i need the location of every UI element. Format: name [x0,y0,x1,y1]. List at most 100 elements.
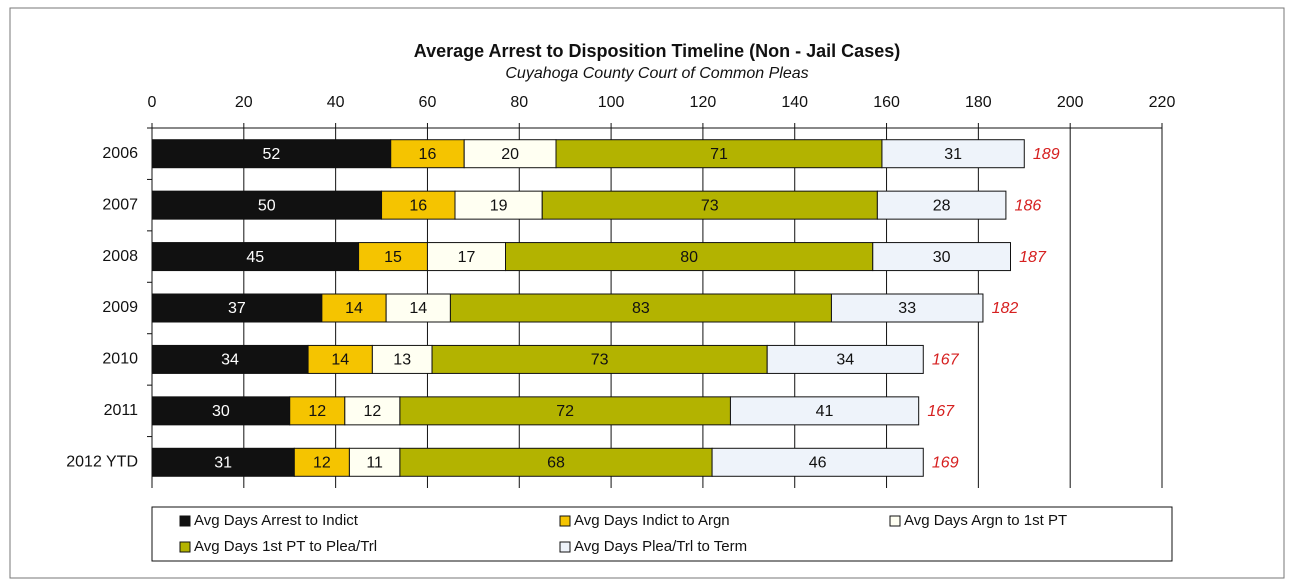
bar-segment [399,396,731,426]
bar-segment [371,344,433,374]
value-label: 30 [212,403,230,420]
bar-segment [151,242,360,272]
y-tick-label: 2008 [102,248,138,265]
total-label: 167 [927,403,955,420]
legend-swatch [179,541,191,553]
x-tick-label: 100 [598,94,625,111]
value-label: 46 [809,455,827,472]
bar-segment [729,396,920,426]
bar-segment [151,344,309,374]
value-label: 80 [680,249,698,266]
bar-segment [766,344,924,374]
bar-segment [876,190,1007,220]
total-label: 167 [932,352,960,369]
value-label: 37 [228,300,246,317]
x-tick-label: 200 [1057,94,1084,111]
value-label: 11 [366,455,383,472]
bar-segment [454,190,543,220]
bar-segment [344,396,401,426]
value-label: 68 [547,455,565,472]
legend-label: Avg Days 1st PT to Plea/Trl [194,538,377,555]
value-label: 12 [313,455,331,472]
legend-swatch [559,515,571,527]
total-label: 186 [1015,197,1042,214]
value-label: 73 [591,352,609,369]
bar-segment [555,139,883,169]
y-tick-label: 2007 [102,196,138,213]
value-label: 13 [393,352,411,369]
value-label: 16 [419,146,437,163]
value-label: 34 [221,352,239,369]
bar-segment [711,447,924,477]
chart-title: Average Arrest to Disposition Timeline (… [414,41,900,61]
value-label: 52 [262,146,280,163]
value-label: 12 [308,403,326,420]
x-tick-label: 0 [148,94,157,111]
legend-label: Avg Days Argn to 1st PT [904,512,1067,529]
bar-segment [348,447,401,477]
bar-segment [881,139,1025,169]
value-label: 83 [632,300,650,317]
value-label: 30 [933,249,951,266]
x-tick-label: 220 [1149,94,1176,111]
y-tick-label: 2011 [104,402,139,419]
bar-segment [872,242,1011,272]
bar-segment [541,190,878,220]
legend-box [151,506,1173,562]
value-label: 31 [944,146,962,163]
value-label: 28 [933,197,951,214]
value-label: 73 [701,197,719,214]
value-label: 31 [214,455,232,472]
x-tick-label: 180 [965,94,992,111]
value-label: 14 [331,352,349,369]
y-tick-label: 2010 [102,351,138,368]
bar-segment [505,242,874,272]
x-tick-label: 120 [690,94,717,111]
bar-segment [390,139,465,169]
value-label: 20 [501,146,519,163]
chart-subtitle: Cuyahoga County Court of Common Pleas [505,65,808,82]
x-tick-label: 80 [510,94,528,111]
value-label: 34 [836,352,854,369]
y-tick-label: 2012 YTD [66,454,138,471]
legend-swatch [559,541,571,553]
bar-segment [449,293,832,323]
y-tick-label: 2006 [102,145,138,162]
value-label: 45 [246,249,264,266]
bar-segment [151,396,291,426]
bar-segment [830,293,984,323]
legend-label: Avg Days Plea/Trl to Term [574,538,747,555]
bar-segment [358,242,428,272]
value-label: 72 [556,403,574,420]
value-label: 12 [363,403,381,420]
legend-label: Avg Days Arrest to Indict [194,512,359,529]
value-label: 50 [258,197,276,214]
value-label: 14 [345,300,363,317]
value-label: 17 [458,249,476,266]
bar-segment [381,190,456,220]
x-tick-label: 40 [327,94,345,111]
frame [9,7,1285,579]
total-label: 187 [1019,249,1047,266]
legend-label: Avg Days Indict to Argn [574,512,730,529]
total-label: 182 [992,300,1019,317]
value-label: 16 [409,197,427,214]
value-label: 19 [490,197,508,214]
legend-swatch [889,515,901,527]
bar-segment [385,293,451,323]
bar-segment [307,344,373,374]
y-tick-label: 2009 [102,299,138,316]
x-tick-label: 20 [235,94,253,111]
bar-segment [321,293,387,323]
bar-segment [399,447,713,477]
x-tick-label: 140 [781,94,808,111]
total-label: 189 [1033,146,1060,163]
x-tick-label: 160 [873,94,900,111]
value-label: 14 [409,300,427,317]
bar-segment [293,447,350,477]
x-tick-label: 60 [419,94,437,111]
bar-segment [463,139,557,169]
value-label: 33 [898,300,916,317]
total-label: 169 [932,455,959,472]
